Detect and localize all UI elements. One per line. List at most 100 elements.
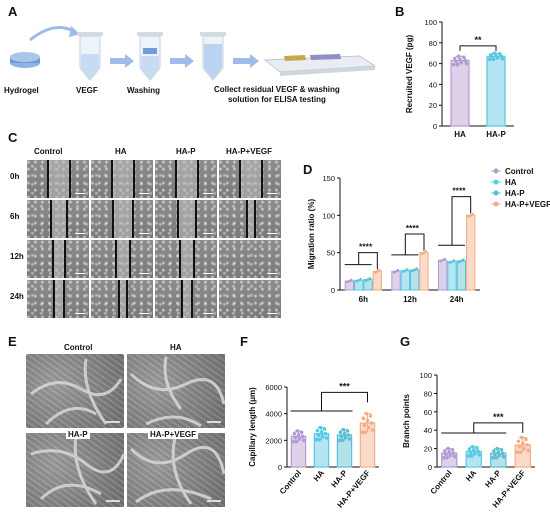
bar xyxy=(391,270,401,291)
wound-image xyxy=(91,280,153,318)
data-point xyxy=(319,430,324,434)
data-point xyxy=(476,449,480,454)
wound-image xyxy=(91,160,153,198)
bar xyxy=(466,214,476,291)
y-tick-label: 20 xyxy=(429,101,437,110)
significance-bracket xyxy=(473,422,524,433)
y-tick-label: 100 xyxy=(419,371,432,380)
data-point xyxy=(322,427,327,431)
y-tick-label: 0 xyxy=(331,286,335,295)
y-tick-label: 100 xyxy=(322,211,335,220)
data-point xyxy=(443,449,447,453)
bar xyxy=(372,270,382,291)
data-point xyxy=(516,439,521,444)
significance-bracket xyxy=(358,252,378,270)
tube-label-hap: HA-P xyxy=(66,430,90,439)
collect-tube-icon xyxy=(200,32,226,81)
data-point xyxy=(496,450,501,454)
data-point xyxy=(297,437,302,441)
wound-image xyxy=(155,240,217,278)
data-point xyxy=(320,434,325,439)
bar xyxy=(400,270,410,291)
wound-image xyxy=(219,160,281,198)
significance-label: *** xyxy=(339,381,350,391)
data-point xyxy=(458,57,462,62)
data-point xyxy=(450,260,454,263)
data-point xyxy=(402,270,405,274)
step-hydrogel: Hydrogel xyxy=(4,86,39,95)
data-point xyxy=(451,62,456,67)
data-point xyxy=(452,259,456,262)
significance-label: ** xyxy=(474,35,482,45)
legend-label: Control xyxy=(505,167,533,176)
significance-label: **** xyxy=(452,186,466,196)
y-tick-label: 20 xyxy=(424,445,432,454)
data-point xyxy=(406,268,409,271)
y-tick-label: 4000 xyxy=(265,410,282,419)
data-point xyxy=(455,62,460,67)
data-point xyxy=(451,451,456,455)
arrow-right-icon xyxy=(170,54,194,68)
tube-label-hapvegf: HA-P+VEGF xyxy=(148,430,199,439)
data-point xyxy=(411,269,414,273)
data-point xyxy=(446,446,450,451)
bar xyxy=(447,261,457,291)
data-point xyxy=(459,60,464,65)
y-tick-label: 80 xyxy=(429,39,437,48)
panel-label-d: D xyxy=(303,162,313,177)
data-point xyxy=(369,421,374,425)
data-point xyxy=(487,57,492,62)
wound-col-label: HA-P xyxy=(176,147,196,156)
y-tick-label: 0 xyxy=(278,463,282,472)
wound-image xyxy=(91,240,153,278)
panel-label-g: G xyxy=(400,334,411,349)
data-point xyxy=(362,423,367,428)
x-tick-label: 24h xyxy=(450,295,464,304)
significance-label: **** xyxy=(359,242,373,252)
data-point xyxy=(448,453,453,458)
step-washing: Washing xyxy=(127,86,161,95)
y-tick-label: 6000 xyxy=(265,383,282,392)
data-point xyxy=(292,431,297,436)
data-point xyxy=(355,280,358,283)
data-point xyxy=(495,56,500,60)
bar xyxy=(450,59,470,127)
y-axis-label: Migration ratio (%) xyxy=(307,199,316,270)
data-point xyxy=(462,258,465,262)
data-point xyxy=(318,425,323,430)
data-point xyxy=(439,259,442,263)
data-point xyxy=(346,433,351,437)
data-point xyxy=(520,441,525,445)
data-point xyxy=(526,448,530,453)
chart-recruited-vegf: 0 20 40 60 80 100 Recruited VEGF (pg) HA HA-P ** xyxy=(405,18,514,139)
data-point xyxy=(445,456,449,460)
data-point xyxy=(365,418,370,423)
x-tick-label: HA-P xyxy=(330,468,350,489)
data-point xyxy=(422,251,426,254)
wound-image xyxy=(219,240,281,278)
y-tick-label: 2000 xyxy=(265,436,282,445)
data-point xyxy=(323,431,328,436)
arrow-right-icon xyxy=(233,54,259,68)
data-point xyxy=(293,435,298,440)
data-point xyxy=(340,438,345,443)
data-point xyxy=(368,277,372,280)
tube-label-control: Control xyxy=(64,343,93,352)
data-point xyxy=(317,437,322,442)
data-point xyxy=(477,453,481,457)
data-point xyxy=(453,56,457,61)
wound-image xyxy=(27,200,89,238)
legend-label: HA-P+VEGF xyxy=(505,200,550,209)
data-point xyxy=(396,268,400,272)
data-point xyxy=(363,430,368,435)
panel-label-a: A xyxy=(8,4,18,19)
significance-bracket xyxy=(451,196,472,246)
bar xyxy=(410,269,420,291)
legend-label: HA xyxy=(505,178,517,187)
wound-image xyxy=(27,240,89,278)
y-tick-label: 40 xyxy=(429,80,437,89)
data-point xyxy=(394,270,398,273)
data-point xyxy=(518,450,523,455)
data-point xyxy=(343,435,348,440)
data-point xyxy=(515,450,520,455)
